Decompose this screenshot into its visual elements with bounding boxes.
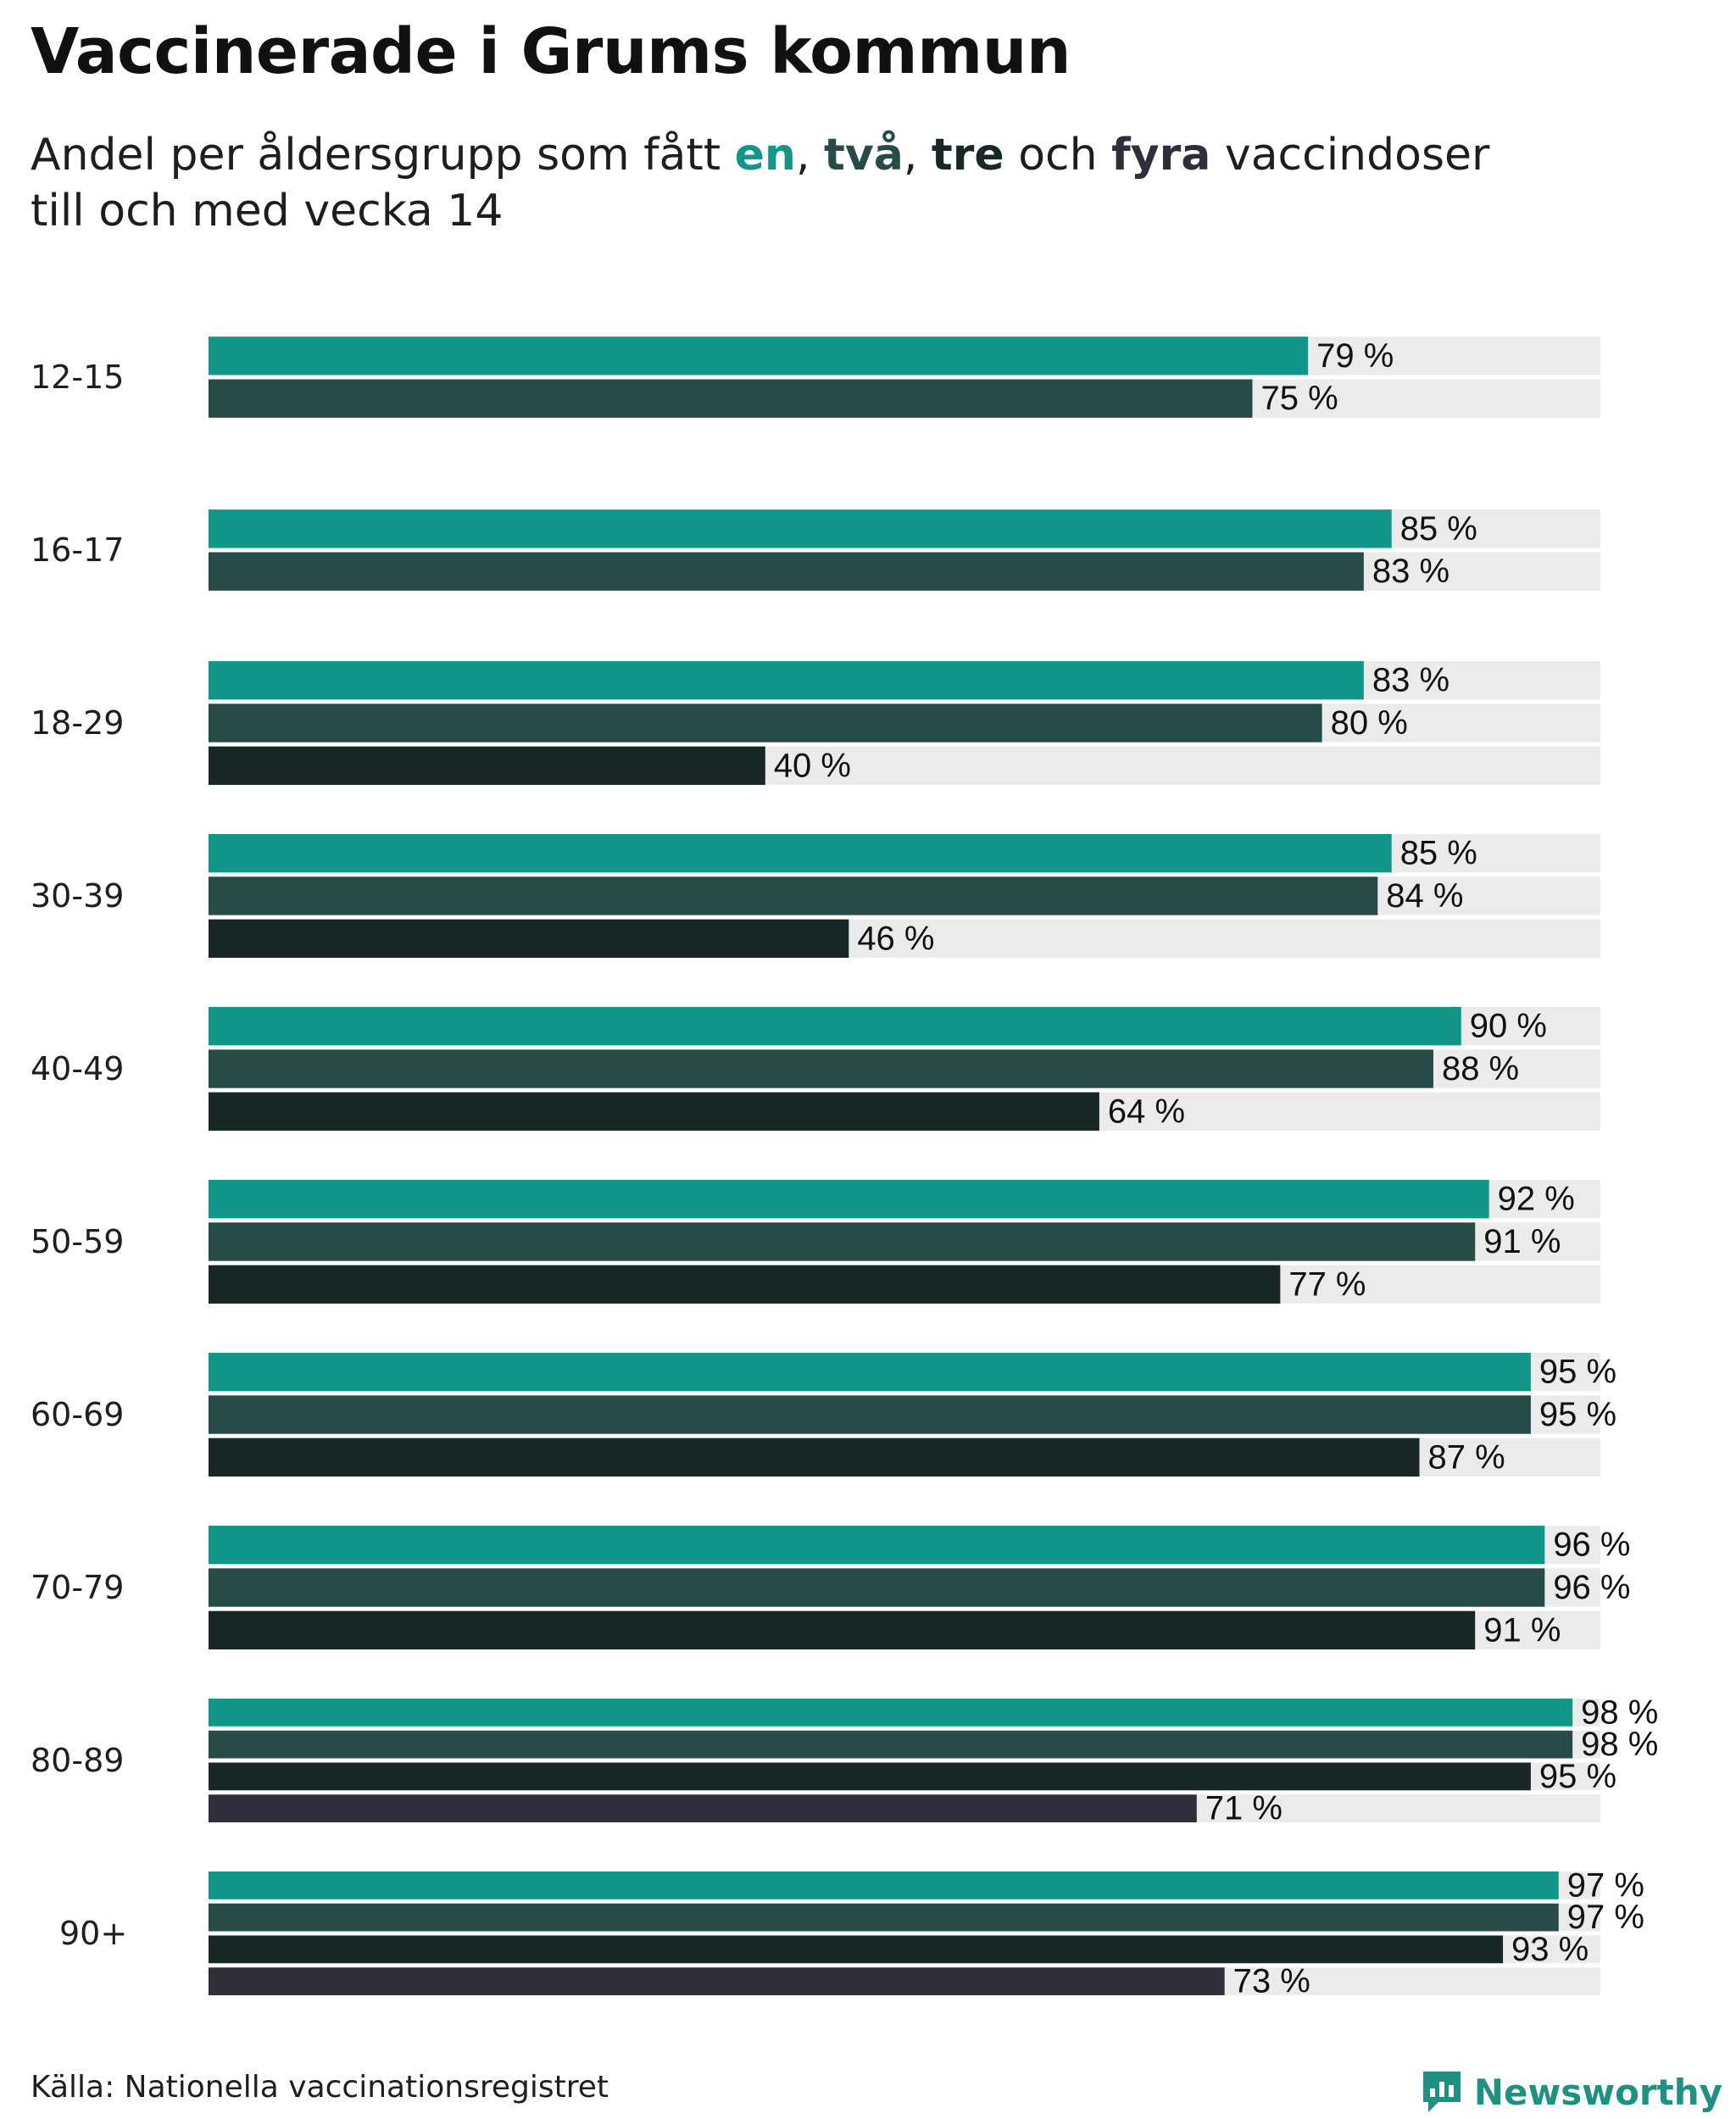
bar-dose-4 xyxy=(209,1794,1197,1822)
bar-value-label: 40 % xyxy=(774,747,851,784)
age-group-label: 60-69 xyxy=(31,1396,124,1433)
age-group-label: 12-15 xyxy=(31,359,124,396)
bar-value-label: 80 % xyxy=(1331,704,1408,742)
bar-value-label: 95 % xyxy=(1539,1758,1616,1795)
chart-title: Vaccinerade i Grums kommun xyxy=(31,15,1071,88)
subtitle-line-two: till och med vecka 14 xyxy=(31,186,504,236)
bar-dose-2 xyxy=(209,1049,1433,1088)
brand-name: Newsworthy xyxy=(1473,2071,1722,2113)
bar-value-label: 46 % xyxy=(857,920,934,957)
chart-subtitle: Andel per åldersgrupp som fått en, två, … xyxy=(31,127,1489,239)
bar-dose-2 xyxy=(209,1903,1559,1932)
age-group-label: 16-17 xyxy=(31,531,124,569)
age-group-label: 50-59 xyxy=(31,1223,124,1260)
subtitle-prefix: Andel per åldersgrupp som fått xyxy=(31,130,735,181)
subtitle-suffix: vaccindoser xyxy=(1210,130,1490,181)
subtitle-separator: , xyxy=(903,130,932,181)
bar-dose-3 xyxy=(209,1092,1099,1131)
bar-value-label: 77 % xyxy=(1288,1265,1366,1303)
bar-dose-2 xyxy=(209,552,1364,591)
age-group-label: 40-49 xyxy=(31,1050,124,1087)
bar-value-label: 73 % xyxy=(1233,1963,1310,2000)
bar-value-label: 97 % xyxy=(1567,1899,1644,1936)
age-group-label: 70-79 xyxy=(31,1569,124,1606)
bar-value-label: 96 % xyxy=(1553,1527,1630,1564)
bar-value-label: 91 % xyxy=(1483,1611,1561,1649)
brand-logo: Newsworthy xyxy=(1420,2068,1722,2116)
bar-value-label: 95 % xyxy=(1539,1396,1616,1433)
age-group-label: 18-29 xyxy=(31,704,124,742)
bar-value-label: 75 % xyxy=(1261,380,1338,417)
bar-dose-1 xyxy=(209,1699,1573,1727)
bar-value-label: 91 % xyxy=(1483,1223,1561,1260)
newsworthy-logo-icon xyxy=(1422,2072,1461,2112)
bar-dose-3 xyxy=(209,1610,1476,1649)
bar-dose-2 xyxy=(209,1730,1573,1759)
bar-value-label: 64 % xyxy=(1108,1093,1185,1130)
bar-dose-2 xyxy=(209,379,1253,418)
bar-dose-2 xyxy=(209,1395,1531,1434)
source-note: Källa: Nationella vaccinationsregistret xyxy=(31,2070,609,2105)
bar-dose-2 xyxy=(209,876,1378,915)
subtitle-separator: , xyxy=(795,130,825,181)
bar-dose-1 xyxy=(209,834,1392,873)
age-group-label: 80-89 xyxy=(31,1742,124,1779)
bar-value-label: 97 % xyxy=(1567,1866,1644,1904)
bar-value-label: 87 % xyxy=(1428,1438,1505,1476)
bar-dose-1 xyxy=(209,661,1364,700)
bar-dose-1 xyxy=(209,1353,1531,1392)
bar-dose-4 xyxy=(209,1967,1225,1995)
bar-value-label: 95 % xyxy=(1539,1354,1616,1391)
bar-dose-3 xyxy=(209,1762,1531,1791)
age-group-label: 90+ xyxy=(59,1915,127,1952)
bar-dose-2 xyxy=(209,1222,1476,1261)
bar-value-label: 98 % xyxy=(1581,1726,1658,1763)
bar-dose-1 xyxy=(209,1526,1545,1565)
bar-dose-2 xyxy=(209,1568,1545,1607)
subtitle-and: och xyxy=(1004,130,1112,181)
subtitle-dose-three: tre xyxy=(931,130,1004,181)
bar-dose-2 xyxy=(209,704,1322,742)
bar-value-label: 84 % xyxy=(1386,877,1463,915)
bar-chart: 12-15 79 % 75 % 16-17 85 % 83 % 18-29 83 % 80 % 4… xyxy=(31,336,1658,2000)
bar-value-label: 98 % xyxy=(1581,1694,1658,1731)
bar-value-label: 96 % xyxy=(1553,1569,1630,1606)
bar-dose-3 xyxy=(209,1935,1504,1964)
subtitle-dose-two: två xyxy=(824,130,904,181)
bar-dose-3 xyxy=(209,1265,1281,1304)
bar-dose-1 xyxy=(209,1007,1461,1046)
bar-value-label: 83 % xyxy=(1372,662,1449,699)
bar-dose-3 xyxy=(209,919,849,958)
bar-value-label: 88 % xyxy=(1442,1050,1519,1087)
bar-dose-1 xyxy=(209,509,1392,548)
bar-value-label: 93 % xyxy=(1511,1931,1589,1968)
bar-dose-1 xyxy=(209,1872,1559,1899)
bar-value-label: 85 % xyxy=(1400,835,1477,872)
bar-value-label: 85 % xyxy=(1400,510,1477,548)
bar-dose-1 xyxy=(209,1180,1489,1219)
bar-dose-1 xyxy=(209,336,1309,375)
bar-value-label: 90 % xyxy=(1470,1008,1547,1045)
bar-dose-3 xyxy=(209,1438,1420,1477)
bar-value-label: 71 % xyxy=(1205,1790,1283,1827)
age-group-label: 30-39 xyxy=(31,877,124,915)
bar-value-label: 79 % xyxy=(1316,337,1394,375)
bar-dose-3 xyxy=(209,746,765,785)
bar-value-label: 92 % xyxy=(1498,1181,1575,1218)
subtitle-dose-one: en xyxy=(734,130,796,181)
bar-value-label: 83 % xyxy=(1372,553,1449,590)
subtitle-dose-four: fyra xyxy=(1111,130,1211,181)
